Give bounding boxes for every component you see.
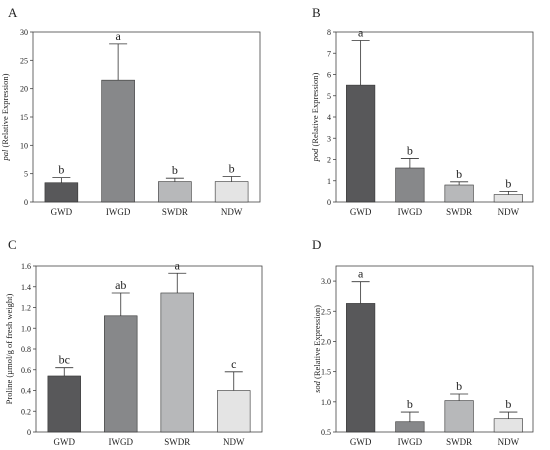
y-tick-label: 0.4 <box>21 387 31 396</box>
bar-swdr <box>444 184 474 203</box>
chart-panel-a: A 0 5 10 15 20 25 30 pal (Relative Expression) b G… <box>0 5 261 217</box>
y-tick-label: 30 <box>20 28 28 37</box>
y-axis-label: pal (Relative Expression) <box>0 73 10 161</box>
category-label: GWD <box>51 207 73 217</box>
significance-letter: b <box>407 397 413 411</box>
y-tick-label: 7 <box>327 49 331 58</box>
bar-iwgd <box>104 315 138 433</box>
category-label: NDW <box>221 207 243 217</box>
y-tick-label: 20 <box>20 85 28 94</box>
category-label: NDW <box>223 437 245 447</box>
bar-gwd <box>346 84 376 203</box>
bar-gwd <box>44 182 79 203</box>
bar-iwgd <box>101 79 135 203</box>
y-tick-label: 1.5 <box>321 368 331 377</box>
category-label: IWGD <box>109 437 134 447</box>
bar-swdr <box>160 292 194 433</box>
y-tick-label: 25 <box>20 56 28 65</box>
significance-letter: bc <box>59 353 70 367</box>
y-tick-label: 5 <box>24 170 28 179</box>
chart-panel-d: D 0.5 1.0 1.5 2.0 2.5 3.0 sod (Relative Express… <box>312 237 534 447</box>
y-axis-label: pod (Relative Expression) <box>310 72 320 162</box>
significance-letter: b <box>456 167 462 181</box>
category-label: GWD <box>350 207 372 217</box>
category-label: IWGD <box>398 437 423 447</box>
y-tick-label: 3.0 <box>321 277 331 286</box>
category-label: NDW <box>498 207 520 217</box>
significance-letter: a <box>115 29 121 43</box>
chart-panel-b: B 0 1 2 3 4 5 6 7 8 pod (Relative Expression) a GWD b… <box>310 5 534 217</box>
bar-swdr <box>158 181 192 203</box>
significance-letter: c <box>231 357 236 371</box>
y-tick-label: 0.2 <box>21 407 31 416</box>
panel-label: B <box>312 5 321 20</box>
y-tick-label: 3 <box>327 134 331 143</box>
significance-letter: b <box>456 379 462 393</box>
y-tick-label: 4 <box>327 113 331 122</box>
significance-letter: b <box>229 162 235 176</box>
y-tick-label: 0 <box>27 428 31 437</box>
bar-ndw <box>217 390 251 433</box>
panel-label: D <box>312 237 321 252</box>
bar-swdr <box>444 400 474 433</box>
bar-ndw <box>493 194 523 203</box>
panel-label: A <box>8 5 18 20</box>
chart-panel-c: C 0 0.2 0.4 0.6 0.8 1.0 1.2 1.4 1.6 Proline (µmol/… <box>4 237 263 447</box>
significance-letter: a <box>358 26 364 40</box>
y-tick-label: 6 <box>327 71 331 80</box>
significance-letter: b <box>172 163 178 177</box>
y-tick-label: 2 <box>327 156 331 165</box>
bar-iwgd <box>395 167 425 203</box>
y-tick-label: 10 <box>20 141 28 150</box>
y-tick-label: 1.0 <box>21 324 31 333</box>
y-tick-label: 0.8 <box>21 345 31 354</box>
y-tick-label: 5 <box>327 92 331 101</box>
category-label: SWDR <box>446 207 472 217</box>
category-label: SWDR <box>162 207 188 217</box>
plot-frame <box>335 265 534 433</box>
y-tick-label: 1.2 <box>21 304 31 313</box>
bar-gwd <box>346 303 376 433</box>
significance-letter: b <box>505 176 511 190</box>
significance-letter: b <box>58 163 64 177</box>
y-tick-label: 0.6 <box>21 366 31 375</box>
y-tick-label: 2.0 <box>321 337 331 346</box>
y-tick-label: 0 <box>327 198 331 207</box>
significance-letter: ab <box>115 278 126 292</box>
y-tick-label: 1.4 <box>21 283 31 292</box>
significance-letter: a <box>175 258 181 272</box>
y-tick-label: 2.5 <box>321 307 331 316</box>
bar-gwd <box>47 375 81 433</box>
category-label: IWGD <box>398 207 423 217</box>
category-label: GWD <box>350 437 372 447</box>
y-tick-label: 1.6 <box>21 262 31 271</box>
y-tick-label: 1.0 <box>321 398 331 407</box>
significance-letter: b <box>407 143 413 157</box>
y-axis-label: Proline (µmol/g of fresh weight) <box>4 294 14 405</box>
category-label: NDW <box>498 437 520 447</box>
panel-label: C <box>8 237 17 252</box>
bar-ndw <box>493 418 523 433</box>
y-tick-label: 8 <box>327 28 331 37</box>
significance-letter: a <box>358 267 364 281</box>
y-tick-label: 0.5 <box>321 428 331 437</box>
category-label: GWD <box>54 437 76 447</box>
y-tick-label: 0 <box>24 198 28 207</box>
significance-letter: b <box>505 397 511 411</box>
category-label: SWDR <box>164 437 190 447</box>
category-label: SWDR <box>446 437 472 447</box>
y-axis-label: sod (Relative Expression) <box>312 305 322 393</box>
bar-iwgd <box>395 421 425 433</box>
y-tick-label: 1 <box>327 177 331 186</box>
y-tick-label: 15 <box>20 113 28 122</box>
bar-ndw <box>214 181 249 203</box>
category-label: IWGD <box>106 207 131 217</box>
